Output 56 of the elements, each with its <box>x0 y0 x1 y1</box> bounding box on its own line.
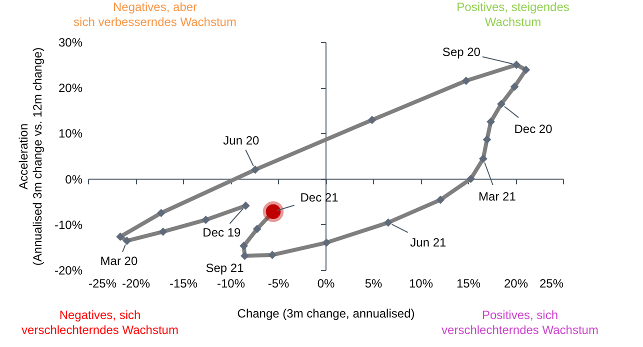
x-tick-label: -10% <box>216 276 246 290</box>
annotation: Sep 21 <box>206 260 244 275</box>
annotation: Dec 19 <box>202 226 242 240</box>
annotation: Dec 20 <box>514 122 553 136</box>
x-tick-label: 25% <box>539 276 564 290</box>
y-tick-label: 0% <box>65 172 83 186</box>
x-tick-label: -15% <box>169 276 198 290</box>
point <box>384 218 392 227</box>
point <box>482 135 492 144</box>
point <box>262 201 284 222</box>
text: Positives, steigendes Wachstum <box>456 0 570 29</box>
point <box>512 60 521 69</box>
point <box>368 116 376 124</box>
point <box>510 82 519 91</box>
point <box>240 252 249 260</box>
x-tick-label: 10% <box>408 276 434 290</box>
x-tick-label: -20% <box>122 276 150 290</box>
point <box>479 154 488 163</box>
point <box>462 76 470 85</box>
text: Positives, sich verschlechterndes Wachstum <box>442 308 598 337</box>
y-tick-label: -20% <box>54 264 83 278</box>
annotation: Sep 20 <box>442 44 481 59</box>
point <box>116 232 124 241</box>
annotation: Mar 20 <box>100 254 138 268</box>
annotation: Jun 20 <box>223 134 260 148</box>
point <box>122 236 132 245</box>
x-tick-label: 0% <box>317 276 335 290</box>
point <box>486 118 495 126</box>
point <box>251 165 260 174</box>
point <box>497 100 506 108</box>
y-tick-label: 30% <box>58 36 83 50</box>
point <box>252 224 262 234</box>
x-tick-label: 15% <box>456 276 481 290</box>
point <box>158 228 168 236</box>
point <box>522 66 530 74</box>
point <box>466 174 476 183</box>
y-tick-label: 10% <box>58 126 83 141</box>
y-tick-label: 20% <box>58 81 83 96</box>
y-tick-label: -10% <box>54 218 83 232</box>
point <box>268 250 276 260</box>
text: Negatives, sich verschlechterndes Wachstum <box>22 308 178 337</box>
point <box>202 216 210 224</box>
x-tick-label: 5% <box>364 276 382 290</box>
point <box>436 196 445 204</box>
x-tick-label: 20% <box>504 276 528 290</box>
point <box>322 238 331 247</box>
y-axis-title: Acceleration (Annualised 3m change vs. 12m change) <box>16 47 44 266</box>
point <box>240 242 248 250</box>
point <box>156 208 166 218</box>
annotation: Jun 21 <box>410 236 447 250</box>
text: Negatives, aber sich verbesserndes Wachstum <box>74 0 236 29</box>
annotation: Mar 21 <box>478 190 516 204</box>
point <box>242 202 250 210</box>
x-axis-title: Change (3m change, annualised) <box>237 306 415 320</box>
x-tick-label: -5% <box>268 276 290 290</box>
x-tick-label: -25% <box>88 276 117 290</box>
